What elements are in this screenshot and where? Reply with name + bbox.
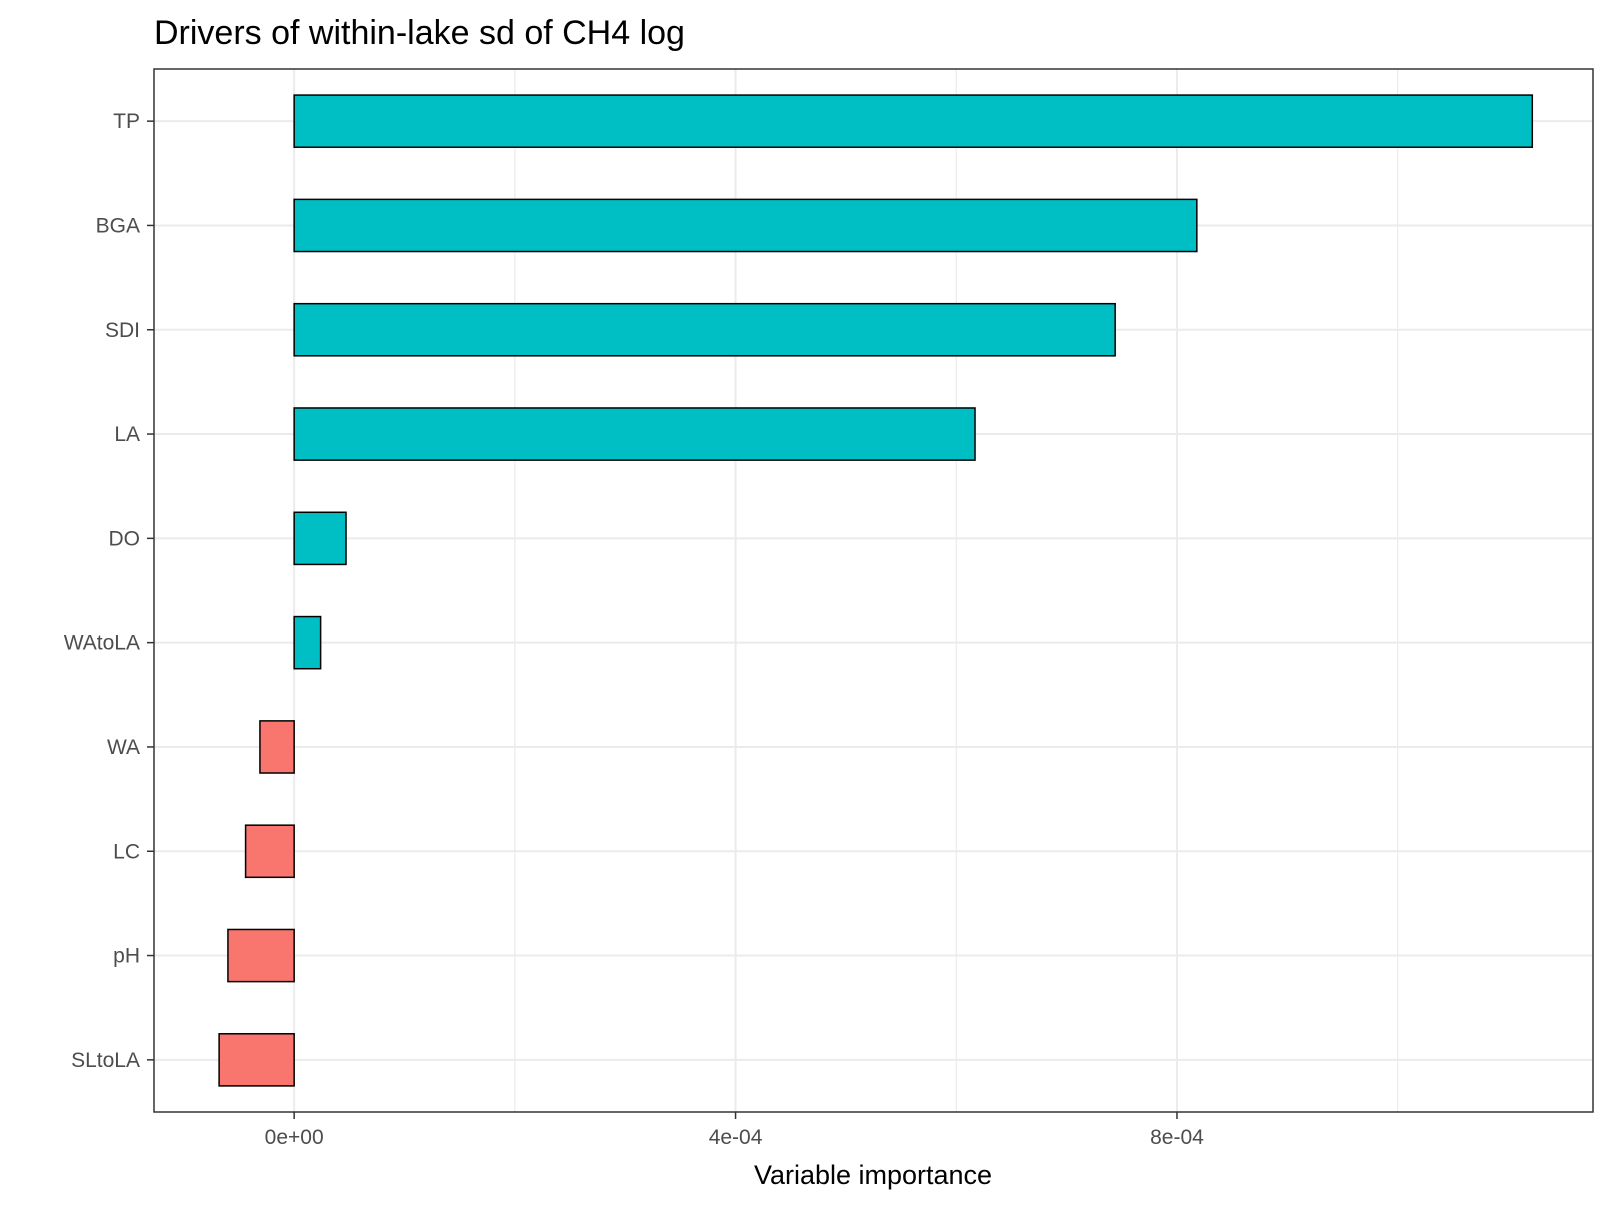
chart-title: Drivers of within-lake sd of CH4 log — [154, 14, 685, 52]
bar-watola — [293, 615, 322, 670]
y-tick-label: LC — [113, 840, 140, 863]
x-axis-title: Variable importance — [754, 1160, 992, 1190]
y-tick-label: pH — [113, 945, 140, 968]
y-tick-label: SLtoLA — [71, 1049, 140, 1072]
bar-tp — [293, 94, 1534, 148]
bar-lc — [244, 824, 295, 879]
bar-do — [293, 511, 347, 566]
y-tick-label: WA — [107, 736, 140, 759]
y-tick-label: LA — [114, 423, 140, 446]
y-tick-label: WAtoLA — [64, 632, 140, 655]
y-tick-label: DO — [109, 527, 141, 550]
bar-la — [293, 407, 976, 461]
bars-layer — [218, 94, 1534, 1087]
bar-sltola — [218, 1033, 295, 1087]
y-tick-label: SDI — [105, 319, 140, 342]
y-tick-label: BGA — [96, 214, 140, 237]
x-tick-label: 4e-04 — [709, 1126, 763, 1149]
x-axis: 0e+00 4e-04 8e-04 — [265, 1112, 1204, 1149]
panel-border — [153, 68, 1594, 1113]
bar-ph — [227, 928, 295, 983]
x-tick-label: 8e-04 — [1150, 1126, 1204, 1149]
bar-wa — [259, 720, 295, 774]
y-axis: SLtoLA pH LC WA WAtoLA DO LA SDI BGA TP — [64, 110, 154, 1072]
bar-bga — [293, 198, 1198, 253]
bar-sdi — [293, 302, 1116, 357]
y-tick-label: TP — [113, 110, 140, 133]
x-tick-label: 0e+00 — [265, 1126, 324, 1149]
